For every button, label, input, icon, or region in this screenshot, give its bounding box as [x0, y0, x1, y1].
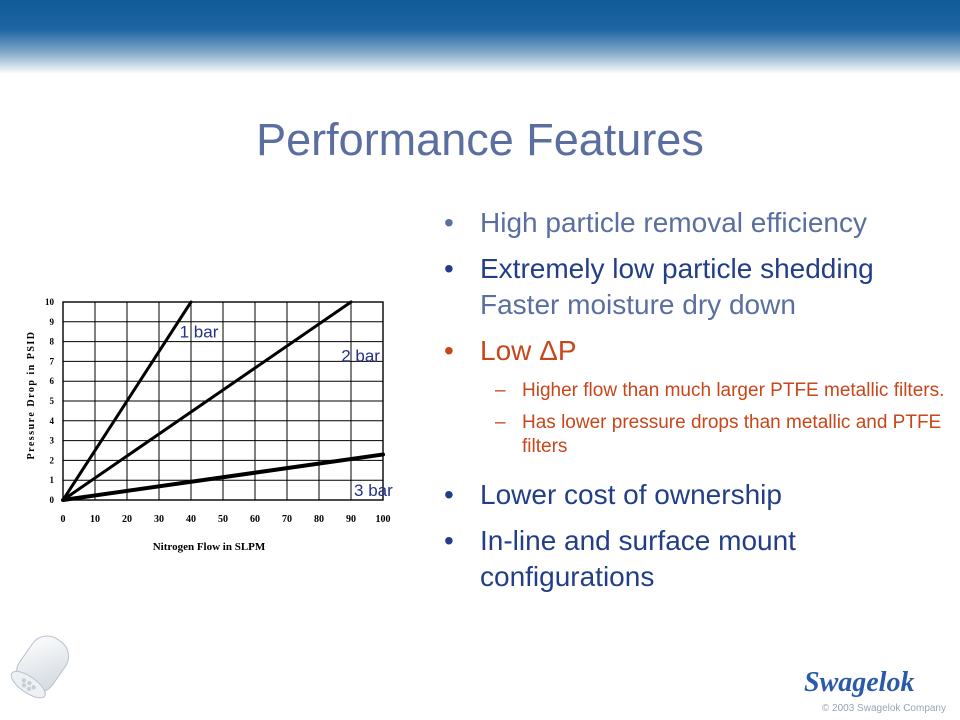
y-axis-label: Pressure Drop in PSID	[26, 330, 37, 459]
bullet-1-text: High particle removal efficiency	[480, 207, 867, 238]
sub-bullet-2-text: Has lower pressure drops than metallic a…	[522, 412, 942, 457]
copyright-text: © 2003 Swagelok Company	[821, 703, 946, 714]
series-line-2	[61, 300, 353, 502]
bullet-4: • Lower cost of ownership	[440, 477, 950, 513]
x-tick-label-9: 90	[346, 514, 356, 525]
y-tick-label-10: 10	[45, 297, 55, 307]
pressure-drop-chart: 0 10 20 30 40 50 60 70 80 90 100 0 1 2 3 4 5 6 7 8 9 10 Nitrog…	[26, 297, 393, 553]
x-tick-label-5: 50	[218, 514, 228, 525]
series-label-1: 1 bar	[180, 323, 219, 342]
y-tick-label-9: 9	[50, 317, 55, 327]
bullet-2-text2: Faster moisture dry down	[480, 289, 796, 320]
y-tick-label-8: 8	[50, 337, 55, 347]
bullet-3-text: Low ΔP	[480, 335, 577, 366]
x-tick-label-4: 40	[186, 514, 196, 525]
bullet-dot: •	[444, 525, 454, 556]
bullet-4-text: Lower cost of ownership	[480, 479, 782, 510]
series-line-3	[61, 452, 385, 502]
x-tick-label-1: 10	[90, 514, 100, 525]
swagelok-logo: Swagelok	[804, 667, 914, 698]
bullet-5: • In-line and surface mount configuratio…	[440, 523, 950, 595]
bullet-dot: •	[444, 207, 454, 238]
bullet-dot: •	[444, 335, 454, 366]
svg-text:Swagelok: Swagelok	[804, 667, 914, 698]
y-tick-label-0: 0	[50, 495, 55, 505]
y-tick-label-6: 6	[50, 376, 55, 386]
bullet-list: • High particle removal efficiency • Ext…	[440, 205, 950, 605]
x-tick-label-2: 20	[122, 514, 132, 525]
bullet-2: • Extremely low particle shedding Faster…	[440, 251, 950, 323]
y-tick-label-2: 2	[50, 455, 55, 465]
x-tick-label-10: 100	[376, 514, 391, 525]
x-tick-label-7: 70	[282, 514, 292, 525]
y-tick-label-7: 7	[50, 356, 55, 366]
bullet-1: • High particle removal efficiency	[440, 205, 950, 241]
x-tick-label-8: 80	[314, 514, 324, 525]
series-line-1	[61, 300, 193, 502]
bullet-2-text: Extremely low particle shedding	[480, 253, 874, 284]
bullet-dot: •	[444, 253, 454, 284]
x-tick-label-6: 60	[250, 514, 260, 525]
y-tick-label-5: 5	[50, 396, 55, 406]
filter-element-image	[10, 635, 70, 699]
x-tick-label-3: 30	[154, 514, 164, 525]
sub-bullet-2: – Has lower pressure drops than metallic…	[440, 411, 950, 459]
y-tick-label-1: 1	[50, 475, 55, 485]
plot-frame	[62, 301, 384, 501]
series-label-2: 2 bar	[341, 346, 380, 365]
series-label-3: 3 bar	[354, 481, 393, 500]
sub-bullet-dash: –	[495, 380, 506, 401]
bullet-5-text: In-line and surface mount configurations	[480, 525, 796, 592]
x-tick-label-0: 0	[61, 514, 66, 525]
header-bar	[0, 0, 960, 74]
slide-title: Performance Features	[256, 114, 704, 165]
x-axis-label: Nitrogen Flow in SLPM	[153, 541, 266, 553]
y-tick-label-4: 4	[50, 416, 55, 426]
bullet-dot: •	[444, 479, 454, 510]
bullet-3: • Low ΔP	[440, 333, 950, 369]
y-tick-label-3: 3	[50, 436, 55, 446]
sub-bullet-1: – Higher flow than much larger PTFE meta…	[440, 379, 950, 403]
sub-bullet-dash: –	[495, 412, 506, 433]
sub-bullet-1-text: Higher flow than much larger PTFE metall…	[522, 380, 945, 401]
